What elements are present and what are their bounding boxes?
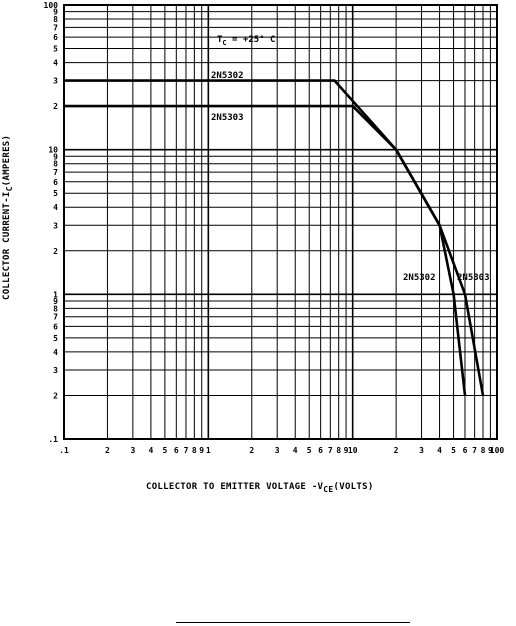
y-tick-label: 5 [53,45,58,54]
temperature-annotation: TC = +25° C [217,35,275,47]
x-tick-label: 3 [275,446,280,455]
y-tick-label: 7 [53,23,58,32]
x-tick-label: 8 [481,446,486,455]
y-tick-label: 3 [53,366,58,375]
x-tick-label: 100 [490,446,505,455]
x-tick-label: .1 [59,446,69,455]
y-tick-label: 8 [53,304,58,313]
x-tick-label: 6 [174,446,179,455]
x-tick-label: 9 [488,446,493,455]
y-tick-label: 5 [53,334,58,343]
y-tick-label: 6 [53,322,58,331]
series-line-2n5302 [64,79,467,396]
x-tick-label: 7 [328,446,333,455]
y-tick-label: 4 [53,348,58,357]
x-tick-label: 5 [307,446,312,455]
y-tick-label: 10 [48,146,58,155]
y-tick-label: 100 [44,1,59,10]
y-tick-label: 3 [53,221,58,230]
y-axis-title: COLLECTOR CURRENT-IC(AMPERES) [2,135,14,300]
y-tick-label: 2 [53,392,58,401]
x-tick-label: 7 [472,446,477,455]
y-tick-label: 8 [53,160,58,169]
x-tick-label: 5 [451,446,456,455]
y-tick-label: 9 [53,297,58,306]
x-tick-label: 2 [105,446,110,455]
y-tick-label: 9 [53,8,58,17]
grid [63,4,498,440]
x-tick-label: 2 [249,446,254,455]
series-label-2n5302-right: 2N5302 [403,273,436,283]
x-tick-label: 9 [344,446,349,455]
series-lines [64,79,485,396]
y-tick-label: 8 [53,15,58,24]
y-tick-label: .1 [48,435,58,444]
y-tick-label: 6 [53,178,58,187]
plot-frame [63,4,498,440]
y-tick-label: 7 [53,313,58,322]
x-tick-label: 3 [130,446,135,455]
x-tick-label: 1 [206,446,211,455]
y-tick-label: 7 [53,168,58,177]
y-tick-label: 1 [53,290,58,299]
x-tick-label: 3 [419,446,424,455]
y-tick-label: 3 [53,77,58,86]
y-tick-label: 6 [53,33,58,42]
x-tick-label: 6 [318,446,323,455]
y-tick-label: 9 [53,152,58,161]
y-tick-label: 2 [53,247,58,256]
y-tick-label: 5 [53,189,58,198]
x-tick-label: 6 [463,446,468,455]
y-tick-label: 4 [53,203,58,212]
x-tick-label: 7 [184,446,189,455]
x-tick-label: 2 [394,446,399,455]
x-tick-label: 5 [162,446,167,455]
series-label-2n5303-top: 2N5303 [211,113,244,123]
y-tick-label: 2 [53,102,58,111]
x-tick-label: 9 [199,446,204,455]
x-tick-label: 8 [192,446,197,455]
y-tick-label: 4 [53,59,58,68]
footer-rule [176,622,410,623]
x-axis-title: COLLECTOR TO EMITTER VOLTAGE -VCE(VOLTS) [146,482,374,494]
x-tick-label: 8 [336,446,341,455]
series-line-2n5303 [64,104,485,396]
x-tick-label: 4 [293,446,298,455]
series-label-2n5303-right: 2N5303 [457,273,490,283]
x-tick-label: 4 [148,446,153,455]
x-tick-label: 10 [348,446,358,455]
series-label-2n5302-top: 2N5302 [211,71,244,81]
x-tick-label: 4 [437,446,442,455]
